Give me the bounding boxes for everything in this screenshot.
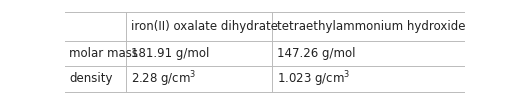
Text: density: density [69, 73, 113, 85]
Text: iron(II) oxalate dihydrate: iron(II) oxalate dihydrate [131, 20, 278, 33]
Text: 1.023 g/cm$^3$: 1.023 g/cm$^3$ [277, 69, 350, 89]
Text: 181.91 g/mol: 181.91 g/mol [131, 47, 209, 60]
Text: molar mass: molar mass [69, 47, 138, 60]
Text: tetraethylammonium hydroxide: tetraethylammonium hydroxide [277, 20, 466, 33]
Text: 2.28 g/cm$^3$: 2.28 g/cm$^3$ [131, 69, 197, 89]
Text: 147.26 g/mol: 147.26 g/mol [277, 47, 356, 60]
